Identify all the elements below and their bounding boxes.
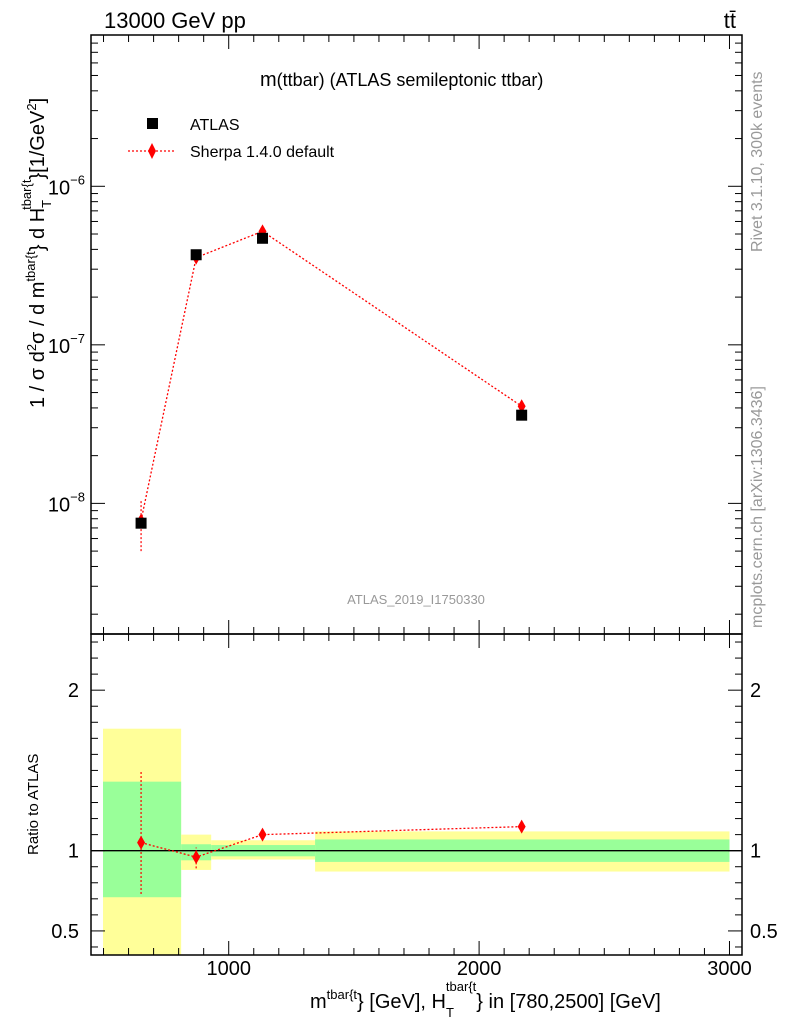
energy-label: 13000 GeV pp [104, 8, 246, 33]
sherpa-line-ratio [140, 825, 522, 858]
y-tick-label-ratio-right-2: 2 [750, 680, 761, 702]
y-axis-label-main: 1 / σ d2σ / d mtbar{t} d HTtbar{t}[1/GeV… [19, 98, 54, 408]
process-label: tt̄ [724, 8, 736, 33]
y-tick-labels-ratio: 0.5 0.5 1 1 2 2 [51, 680, 778, 943]
x-tick-label-2: 3000 [707, 958, 752, 980]
sherpa-point-ratio-3 [517, 819, 526, 834]
plot-title: m(ttbar) (ATLAS semileptonic ttbar) [260, 69, 543, 91]
x-tick-label-1: 2000 [457, 958, 502, 980]
ratio-plot-frame [90, 633, 743, 956]
y-tick-label-ratio-left-2: 2 [68, 680, 79, 702]
x-axis-label: mtbar{t} [GeV], HTtbar{t} in [780,2500] … [310, 979, 661, 1020]
legend-atlas-label: ATLAS [190, 117, 240, 134]
y-tick-label-main-1: 10−7 [48, 331, 85, 358]
y-tick-labels-main: 10−8 10−7 10−6 [48, 172, 85, 516]
analysis-id-label: ATLAS_2019_I1750330 [347, 592, 485, 607]
y-axis-label-ratio: Ratio to ATLAS [25, 754, 42, 855]
legend-atlas-marker [147, 118, 158, 129]
y-tick-label-main-2: 10−6 [48, 172, 85, 199]
y-tick-label-ratio-left-0: 0.5 [51, 921, 79, 943]
y-tick-label-ratio-left-1: 1 [68, 841, 79, 863]
legend-sherpa-marker [148, 143, 156, 159]
x-tick-label-0: 1000 [206, 958, 251, 980]
y-tick-label-main-0: 10−8 [48, 489, 85, 516]
sherpa-point-ratio-2 [258, 827, 267, 842]
sherpa-point-ratio-1 [192, 850, 201, 865]
ratio-uncertainty-bands [103, 728, 730, 955]
sherpa-series-main [137, 224, 526, 552]
atlas-point-0 [135, 517, 147, 529]
sherpa-point-ratio-0 [137, 835, 146, 850]
atlas-point-1 [190, 249, 202, 261]
legend-sherpa-label: Sherpa 1.4.0 default [190, 144, 335, 161]
atlas-point-3 [516, 409, 528, 421]
sherpa-series-ratio [137, 770, 526, 895]
atlas-point-2 [257, 232, 269, 244]
sherpa-line-main [140, 230, 523, 521]
atlas-series-main [135, 232, 528, 529]
mcplots-source-label: mcplots.cern.ch [arXiv:1306.3436] [749, 386, 766, 628]
y-tick-label-ratio-right-1: 1 [750, 841, 761, 863]
x-tick-labels: 1000 2000 3000 [206, 958, 751, 980]
axis-ticks [91, 34, 742, 955]
legend: ATLAS Sherpa 1.4.0 default [128, 117, 335, 161]
y-tick-label-ratio-right-0: 0.5 [750, 921, 778, 943]
rivet-version-label: Rivet 3.1.10, 300k events [749, 71, 766, 252]
